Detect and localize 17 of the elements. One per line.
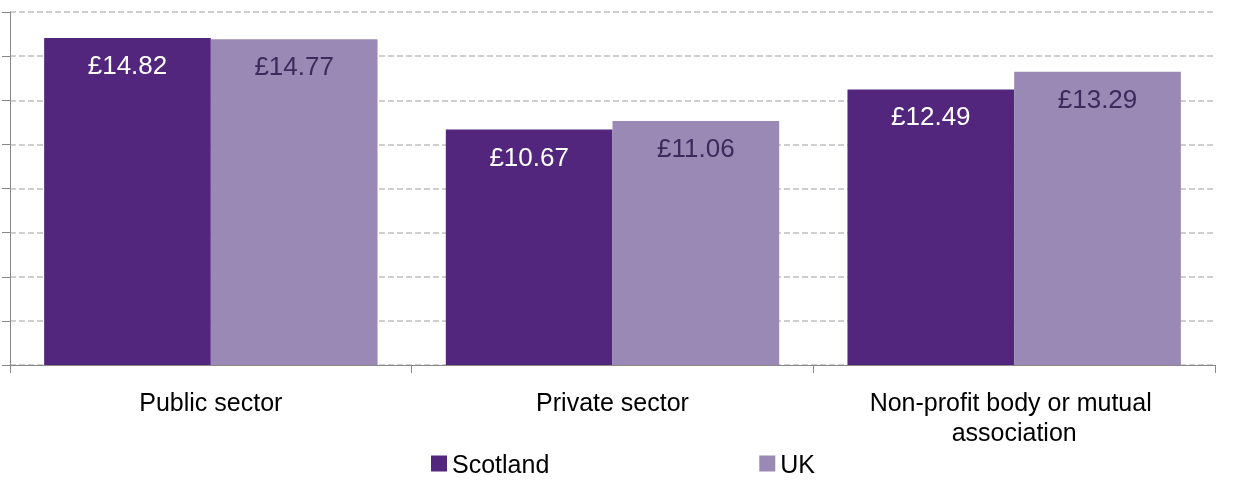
bar bbox=[847, 89, 1015, 365]
bar bbox=[612, 120, 780, 365]
data-label: £14.77 bbox=[254, 51, 334, 82]
data-label: £11.06 bbox=[657, 132, 735, 163]
data-label: £12.49 bbox=[891, 101, 971, 132]
x-tick-label: Public sector bbox=[139, 388, 283, 416]
bar bbox=[210, 39, 378, 365]
data-label: £10.67 bbox=[489, 141, 569, 172]
bar bbox=[1014, 71, 1181, 365]
x-tick-label: Private sector bbox=[536, 388, 689, 416]
x-tick-label: Non-profit body or mutual association bbox=[869, 388, 1159, 446]
data-label: £14.82 bbox=[87, 50, 168, 81]
legend-label: UK bbox=[780, 449, 816, 478]
bar bbox=[445, 129, 613, 365]
bar bbox=[44, 38, 211, 365]
data-label: £13.29 bbox=[1057, 83, 1138, 114]
legend-label: Scotland bbox=[451, 449, 550, 478]
